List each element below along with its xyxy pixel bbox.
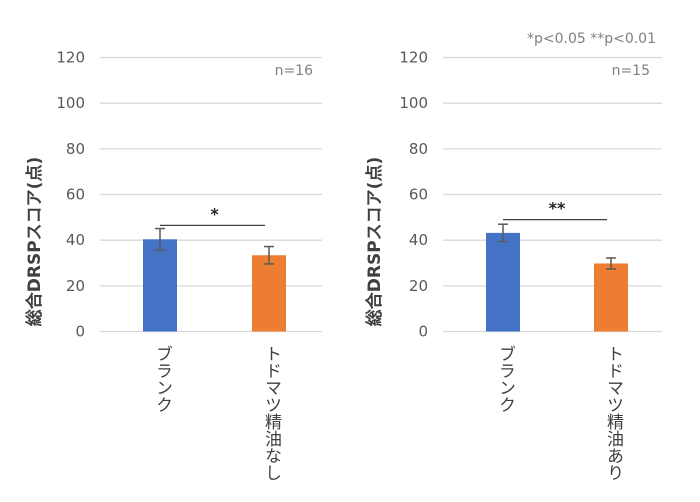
y-tick-label: 60 <box>66 186 85 204</box>
category-label: トドマツ精油なし <box>261 345 282 481</box>
y-tick-label: 80 <box>409 140 428 158</box>
error-bar <box>606 257 616 270</box>
y-tick-label: 120 <box>399 49 428 67</box>
y-axis-title: 総合DRSPスコア(点) <box>364 157 385 326</box>
y-tick-label: 100 <box>399 94 428 112</box>
significance-legend: *p<0.05 **p<0.01 <box>527 31 656 47</box>
error-bar <box>155 227 165 251</box>
y-tick-label: 20 <box>409 277 428 295</box>
bar <box>252 255 286 332</box>
y-tick-label: 40 <box>66 231 85 249</box>
category-label: ブランク <box>152 345 172 413</box>
sample-size-label: n=16 <box>275 63 314 79</box>
y-tick-label: 100 <box>56 94 85 112</box>
bar <box>486 232 520 332</box>
bar <box>143 239 177 332</box>
significance-label: * <box>210 204 219 223</box>
chart-2: 0 20 40 60 80 100 120 総合DRSPスコア(点) ブランク トドマツ精油あり *… <box>364 49 662 481</box>
sample-size-label: n=15 <box>612 63 650 79</box>
significance-label: ** <box>549 199 566 218</box>
chart-1: 0 20 40 60 80 100 120 総合DRSPスコア(点) ブランク トドマツ精油なし *… <box>24 49 322 481</box>
y-tick-label: 60 <box>409 186 428 204</box>
y-tick-label: 0 <box>418 323 428 341</box>
y-tick-label: 20 <box>66 277 85 295</box>
error-bar <box>498 223 508 243</box>
error-bar <box>264 245 274 265</box>
y-tick-label: 80 <box>66 140 85 158</box>
bar <box>594 263 628 332</box>
y-axis-title: 総合DRSPスコア(点) <box>24 157 45 326</box>
y-tick-label: 0 <box>75 323 85 341</box>
category-label: ブランク <box>495 345 515 413</box>
y-tick-label: 40 <box>409 231 428 249</box>
category-label: トドマツ精油あり <box>603 345 624 481</box>
y-tick-label: 120 <box>56 49 85 67</box>
